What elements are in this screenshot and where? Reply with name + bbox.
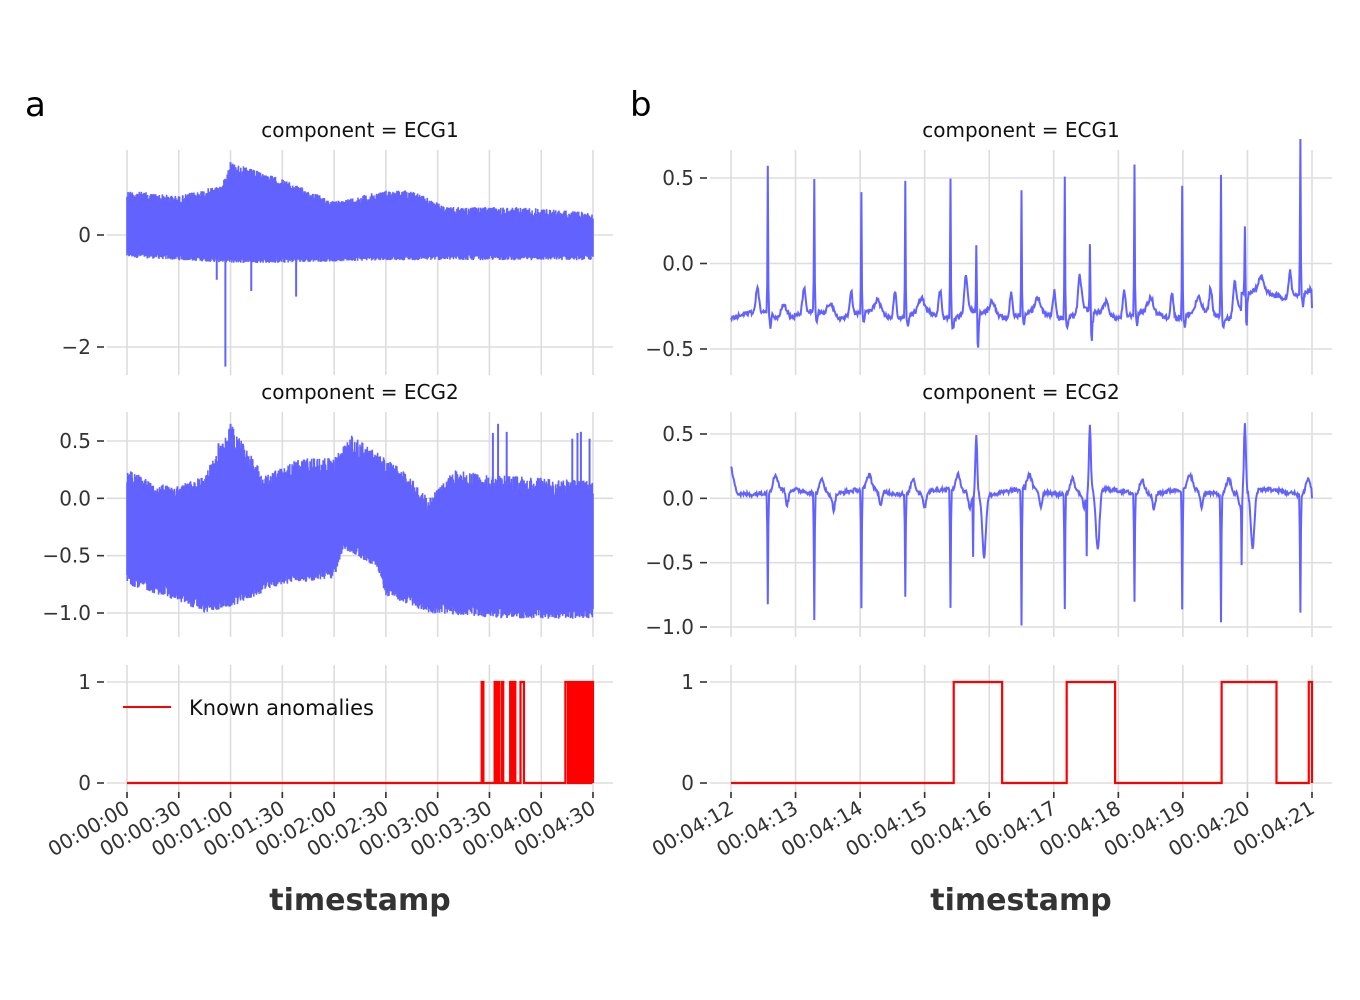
legend: Known anomalies [123,696,374,720]
y-tick-label: 0 [78,223,91,247]
y-tick-label: 0.5 [59,429,91,453]
subplot-b-2: 0.5 0.0 −0.5 −1.0 component = ECG2 [645,380,1332,639]
signal-line-ecg1 [126,163,594,264]
subplot-title: component = ECG1 [261,118,458,142]
signal-line-ecg2 [730,423,1313,626]
signal-line-ecg2 [126,426,594,619]
legend-label: Known anomalies [189,696,374,720]
panel-letter-a: a [25,85,46,125]
subplot-a-2: 0.5 0.0 −0.5 −1.0 component = ECG2 [42,380,613,637]
y-tick-label: 0.0 [59,486,91,510]
y-tick-label: 0.0 [662,486,694,510]
y-tick-label: −0.5 [42,544,91,568]
anomaly-line [127,680,595,785]
y-tick-label: −1.0 [42,601,91,625]
subplot-title: component = ECG2 [261,380,458,404]
y-tick-label: 1 [78,670,91,694]
y-tick-label: −2 [62,335,91,359]
panel-letter-b: b [630,85,652,125]
subplot-title: component = ECG2 [922,380,1119,404]
y-tick-label: 0 [78,771,91,795]
y-tick-label: −0.5 [645,551,694,575]
y-tick-label: 0.5 [662,422,694,446]
x-axis-label: timestamp [269,883,450,918]
subplot-title: component = ECG1 [922,118,1119,142]
subplot-a-1: 0 −2 component = ECG1 [62,118,613,375]
y-tick-label: 1 [681,670,694,694]
y-tick-label: 0.5 [662,166,694,190]
y-tick-label: 0.0 [662,252,694,276]
y-tick-label: −1.0 [645,615,694,639]
anomaly-line [731,680,1314,785]
subplot-b-3: 1000:04:1200:04:1300:04:1400:04:1500:04:… [648,665,1332,918]
y-tick-label: −0.5 [645,337,694,361]
y-tick-label: 0 [681,771,694,795]
x-axis-label: timestamp [930,883,1111,918]
signal-line-ecg1 [730,138,1313,348]
subplot-a-3: 1000:00:0000:00:3000:01:0000:01:3000:02:… [44,665,613,918]
subplot-b-1: 0.5 0.0 −0.5 component = ECG1 [645,118,1332,375]
